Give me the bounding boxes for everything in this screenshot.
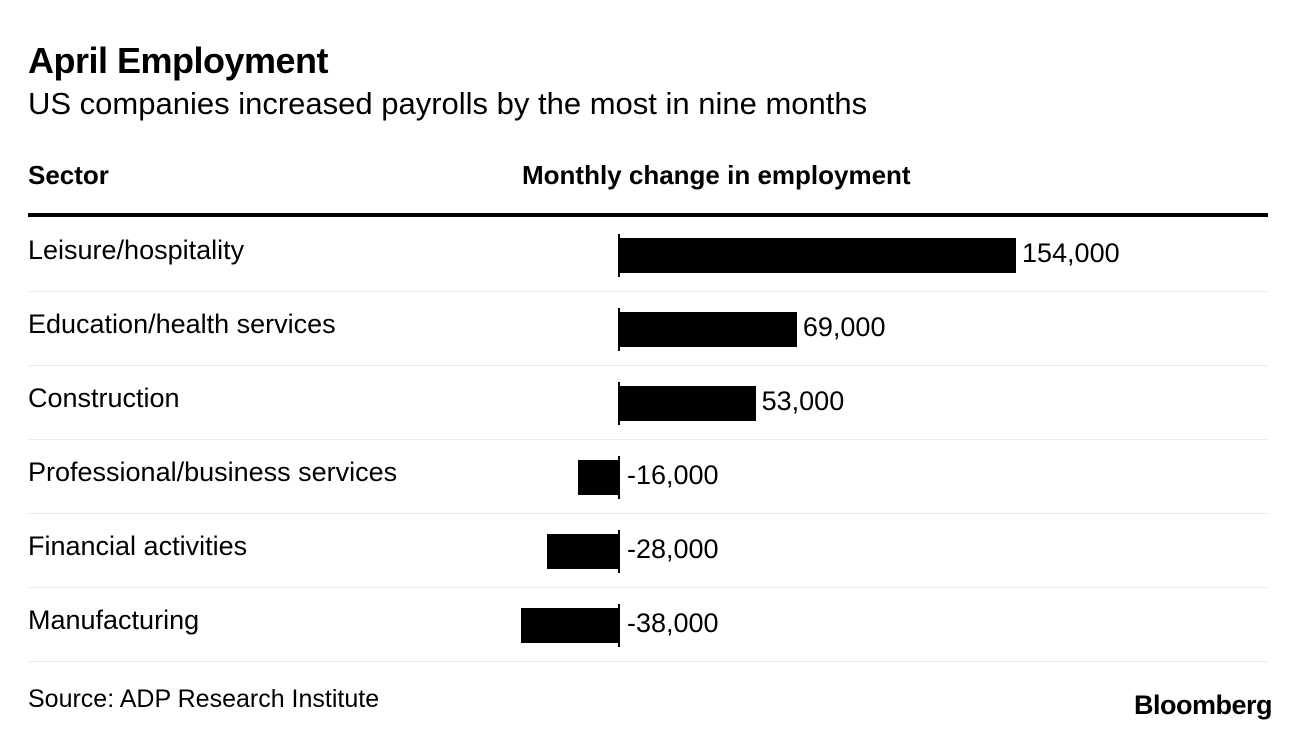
bar <box>619 238 1016 273</box>
bar <box>546 534 619 569</box>
row-divider <box>28 513 1268 514</box>
row-divider <box>28 291 1268 292</box>
value-label: -28,000 <box>627 534 719 564</box>
header-divider <box>28 213 1268 217</box>
value-label: 154,000 <box>1022 238 1120 268</box>
category-label: Education/health services <box>28 309 336 339</box>
category-label: Financial activities <box>28 531 248 561</box>
bloomberg-logo: Bloomberg <box>1133 690 1273 720</box>
zero-baseline-tick <box>618 604 620 647</box>
value-label: 53,000 <box>761 386 845 416</box>
value-label: -38,000 <box>627 608 719 638</box>
chart-subtitle: US companies increased payrolls by the m… <box>28 86 868 121</box>
category-label: Professional/business services <box>28 457 398 487</box>
bar <box>619 312 797 347</box>
bar <box>577 460 619 495</box>
row-divider <box>28 365 1268 366</box>
zero-baseline-tick <box>618 456 620 499</box>
category-label: Construction <box>28 383 180 413</box>
row-divider <box>28 587 1268 588</box>
chart-title: April Employment <box>28 40 329 81</box>
value-label: 69,000 <box>802 312 886 342</box>
bar <box>521 608 619 643</box>
row-divider <box>28 439 1268 440</box>
category-label: Leisure/hospitality <box>28 235 245 265</box>
category-label: Manufacturing <box>28 605 200 635</box>
column-header-sector: Sector <box>28 160 109 190</box>
column-header-change: Monthly change in employment <box>522 160 911 190</box>
value-label: -16,000 <box>627 460 719 490</box>
zero-baseline-tick <box>618 308 620 351</box>
row-divider <box>28 661 1268 662</box>
zero-baseline-tick <box>618 234 620 277</box>
bar <box>619 386 756 421</box>
zero-baseline-tick <box>618 382 620 425</box>
zero-baseline-tick <box>618 530 620 573</box>
source-note: Source: ADP Research Institute <box>28 685 380 713</box>
